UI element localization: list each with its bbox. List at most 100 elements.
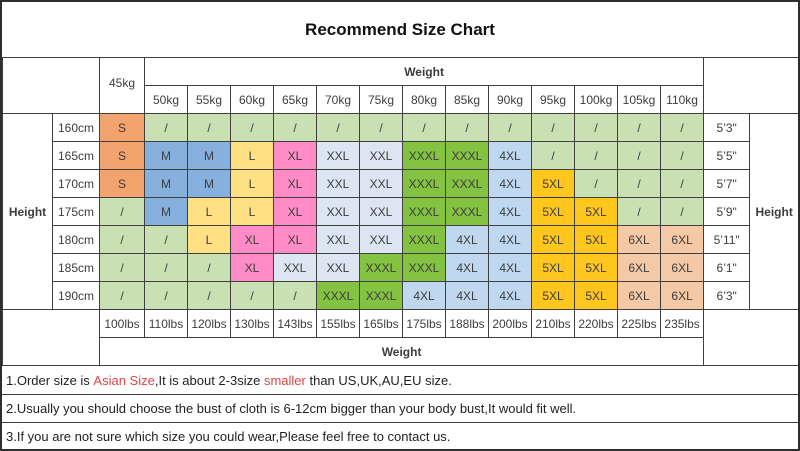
weight-lbs-header-cell: 200lbs: [488, 309, 532, 338]
bottom-right-empty-cell: [703, 309, 798, 366]
size-cell: XXXL: [359, 281, 403, 310]
size-cell: 5XL: [531, 197, 575, 226]
weight-kg-header-cell: 100kg: [574, 85, 618, 114]
size-cell: S: [99, 141, 145, 170]
note-text-red: smaller: [263, 372, 306, 388]
size-cell: XXXL: [402, 169, 446, 198]
size-cell: XXL: [316, 169, 360, 198]
size-cell: XXL: [359, 225, 403, 254]
size-cell: 4XL: [488, 197, 532, 226]
note-text: ,It is about 2-3size: [154, 372, 264, 388]
size-cell: /: [144, 113, 188, 142]
height-cm-cell: 185cm: [52, 253, 100, 282]
height-cm-cell: 170cm: [52, 169, 100, 198]
height-label-right: Height: [749, 113, 798, 310]
height-inches-cell: 5’3": [703, 113, 751, 142]
note-line: 2.Usually you should choose the bust of …: [2, 394, 798, 422]
size-cell: /: [402, 113, 446, 142]
weight-kg-header-cell: 80kg: [402, 85, 446, 114]
size-cell: /: [230, 281, 274, 310]
size-cell: /: [659, 169, 705, 198]
size-cell: L: [230, 141, 274, 170]
size-cell: /: [144, 253, 188, 282]
size-cell: L: [230, 197, 274, 226]
size-cell: /: [617, 197, 661, 226]
size-cell: M: [187, 169, 231, 198]
size-cell: XXXL: [445, 169, 489, 198]
size-cell: 5XL: [531, 253, 575, 282]
height-cm-cell: 190cm: [52, 281, 100, 310]
size-cell: 6XL: [659, 253, 705, 282]
size-cell: /: [99, 197, 145, 226]
weight-kg-header-cell: 60kg: [230, 85, 274, 114]
size-cell: L: [187, 197, 231, 226]
weight-kg-header-cell: 90kg: [488, 85, 532, 114]
size-cell: 5XL: [574, 225, 618, 254]
weight-kg-header-cell: 45kg: [99, 57, 145, 114]
height-inches-cell: 5’11": [703, 225, 751, 254]
size-cell: XXXL: [402, 141, 446, 170]
size-cell: M: [144, 169, 188, 198]
size-cell: /: [531, 113, 575, 142]
size-cell: 4XL: [445, 225, 489, 254]
size-cell: 5XL: [531, 225, 575, 254]
size-cell: S: [99, 113, 145, 142]
weight-lbs-header-cell: 235lbs: [659, 309, 705, 338]
size-cell: 6XL: [617, 225, 661, 254]
size-cell: /: [659, 141, 705, 170]
size-cell: 5XL: [531, 169, 575, 198]
size-cell: XXXL: [316, 281, 360, 310]
size-cell: XXL: [316, 253, 360, 282]
size-cell: /: [187, 253, 231, 282]
size-cell: /: [273, 113, 317, 142]
page-title: Recommend Size Chart: [305, 19, 495, 39]
weight-lbs-header-cell: 143lbs: [273, 309, 317, 338]
size-cell: XXXL: [359, 253, 403, 282]
weight-lbs-header-cell: 165lbs: [359, 309, 403, 338]
size-cell: 4XL: [402, 281, 446, 310]
size-cell: XL: [230, 253, 274, 282]
weight-lbs-header-cell: 155lbs: [316, 309, 360, 338]
size-cell: /: [531, 141, 575, 170]
size-cell: XL: [273, 197, 317, 226]
size-cell: /: [99, 225, 145, 254]
size-cell: L: [187, 225, 231, 254]
note-line: 3.If you are not sure which size you cou…: [2, 422, 798, 449]
notes-section: 1.Order size is Asian Size ,It is about 2…: [2, 366, 798, 449]
size-cell: 6XL: [659, 281, 705, 310]
size-cell: 4XL: [445, 281, 489, 310]
size-cell: S: [99, 169, 145, 198]
size-cell: /: [574, 141, 618, 170]
size-cell: XXL: [316, 197, 360, 226]
bottom-left-empty-cell: [2, 309, 100, 366]
weight-kg-header-cell: 110kg: [659, 85, 705, 114]
weight-kg-header-cell: 70kg: [316, 85, 360, 114]
size-cell: 6XL: [659, 225, 705, 254]
size-cell: XXXL: [402, 225, 446, 254]
size-cell: XXXL: [445, 141, 489, 170]
size-cell: /: [659, 197, 705, 226]
size-cell: M: [187, 141, 231, 170]
size-cell: XXL: [359, 141, 403, 170]
size-cell: /: [574, 113, 618, 142]
weight-kg-header-cell: 75kg: [359, 85, 403, 114]
size-cell: XXXL: [402, 197, 446, 226]
top-right-empty-cell: [703, 57, 798, 114]
size-cell: /: [273, 281, 317, 310]
height-inches-cell: 5’7": [703, 169, 751, 198]
height-inches-cell: 6’3": [703, 281, 751, 310]
note-line: 1.Order size is Asian Size ,It is about 2…: [2, 366, 798, 394]
weight-lbs-header-cell: 100lbs: [99, 309, 145, 338]
size-cell: /: [359, 113, 403, 142]
size-cell: /: [187, 281, 231, 310]
size-cell: 4XL: [488, 169, 532, 198]
size-cell: 5XL: [574, 197, 618, 226]
size-cell: XL: [273, 169, 317, 198]
note-text: 1.Order size is: [6, 372, 94, 388]
size-cell: 5XL: [531, 281, 575, 310]
size-cell: 4XL: [488, 253, 532, 282]
size-cell: XXL: [359, 197, 403, 226]
height-inches-cell: 5’5": [703, 141, 751, 170]
weight-lbs-header-cell: 225lbs: [617, 309, 661, 338]
